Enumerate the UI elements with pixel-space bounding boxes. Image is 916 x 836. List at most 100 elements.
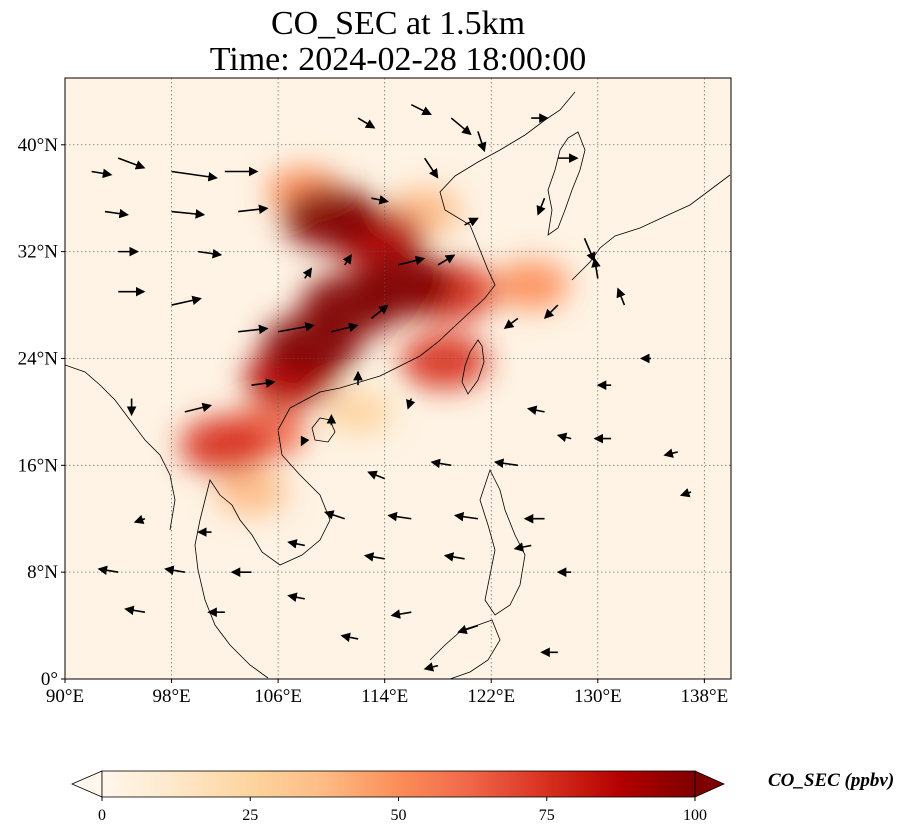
concentration-plume [401, 333, 489, 389]
x-tick-label: 114°E [361, 686, 408, 707]
wind-arrow [184, 402, 213, 413]
wind-arrow [340, 632, 359, 643]
wind-arrow [423, 157, 439, 179]
japan-coastline [571, 174, 731, 281]
wind-arrow [331, 322, 359, 333]
wind-arrow [300, 435, 310, 447]
wind-arrow [477, 131, 487, 153]
wind-arrow [171, 295, 202, 306]
wind-arrow [406, 398, 416, 410]
wind-vectors [91, 103, 692, 672]
x-tick-label: 98°E [152, 686, 190, 707]
colorbar-tick-label: 25 [242, 807, 258, 824]
korea-coastline [547, 131, 586, 236]
wind-arrow [390, 609, 412, 619]
wind-arrow [443, 552, 465, 562]
x-tick-label: 130°E [574, 686, 622, 707]
wind-arrow [238, 324, 269, 335]
wind-arrow [430, 458, 452, 469]
wind-arrow [679, 488, 692, 498]
wind-arrow [663, 448, 678, 458]
colorbar-tick-label: 100 [683, 807, 707, 824]
x-axis-ticks: 90°E 98°E 106°E 114°E 122°E 130°E 138°E [46, 679, 728, 707]
colorbar-label: CO_SEC (ppbv) [768, 770, 895, 791]
wind-arrow [503, 317, 519, 329]
philippines-outline [479, 468, 526, 616]
wind-arrow [363, 552, 385, 562]
x-tick-label: 138°E [681, 686, 729, 707]
colorbar-extend-min [70, 770, 103, 798]
wind-arrow [450, 117, 472, 136]
wind-arrow [591, 257, 601, 279]
plot-background [65, 78, 731, 679]
wind-arrow [124, 605, 146, 616]
colorbar-extend-max [694, 770, 725, 798]
y-tick-label: 24°N [18, 348, 59, 369]
wind-arrow [324, 510, 345, 520]
taiwan-outline [461, 339, 485, 395]
concentration-plume [323, 389, 393, 435]
concentration-plume [215, 469, 288, 515]
x-tick-label: 90°E [46, 686, 84, 707]
wind-arrow [104, 208, 129, 219]
wind-arrow [423, 662, 439, 672]
wind-arrow [556, 432, 572, 442]
wind-arrow [133, 514, 146, 524]
wind-arrow [583, 237, 596, 263]
wind-arrow [171, 209, 206, 219]
wind-arrow [287, 592, 305, 602]
wind-arrow [464, 217, 479, 227]
wind-arrow [117, 157, 146, 170]
wind-arrow [513, 542, 532, 552]
wind-arrow [342, 254, 353, 266]
wind-arrow [457, 624, 479, 635]
wind-arrow [357, 117, 376, 129]
y-axis-ticks: 0° 8°N 16°N 24°N 32°N 40°N [18, 135, 65, 690]
wind-arrow [371, 195, 389, 205]
concentration-field [180, 167, 570, 515]
coastlines [65, 91, 731, 679]
concentration-plume [493, 260, 570, 310]
wind-arrow [536, 197, 546, 216]
wind-arrow [238, 204, 269, 215]
y-tick-label: 40°N [18, 135, 59, 156]
y-tick-label: 8°N [27, 562, 58, 583]
wind-arrow [287, 539, 305, 549]
wind-arrow [616, 287, 626, 306]
myanmar-coastline [65, 364, 176, 531]
wind-arrow [97, 565, 119, 576]
wind-arrow [437, 254, 456, 266]
wind-arrow [367, 470, 385, 480]
wind-arrow [198, 248, 223, 259]
y-tick-label: 16°N [18, 455, 59, 476]
chart-title-line-1: CO_SEC at 1.5km [270, 5, 526, 42]
wind-arrow [543, 304, 559, 319]
concentration-plume [282, 186, 381, 250]
wind-arrow [387, 511, 412, 522]
colorbar-tick-label: 0 [98, 807, 106, 824]
china-coastline [289, 91, 576, 409]
wind-arrow [164, 565, 186, 576]
wind-arrow [251, 378, 276, 388]
indochina-coastline [194, 407, 331, 679]
wind-arrow [410, 103, 432, 116]
concentration-plume [180, 416, 270, 474]
wind-arrow [277, 322, 315, 333]
wind-arrow [91, 168, 113, 179]
colorbar-ticks: 0 25 50 75 100 [98, 797, 707, 824]
y-tick-label: 32°N [18, 242, 59, 263]
x-tick-label: 106°E [254, 686, 302, 707]
wind-arrow [171, 170, 218, 182]
colorbar-tick-label: 50 [391, 807, 407, 824]
wind-arrow [370, 304, 389, 320]
wind-arrow [302, 267, 313, 279]
plot-frame [64, 77, 732, 680]
wind-arrow [453, 511, 479, 522]
concentration-plume [301, 273, 402, 338]
colorbar: 0 25 50 75 100 [70, 770, 725, 824]
chart-title-line-2: Time: 2024-02-28 18:00:00 [209, 41, 587, 78]
wind-arrow [526, 405, 545, 415]
borneo-coastline [429, 619, 501, 679]
y-tick-label: 0° [41, 669, 58, 690]
